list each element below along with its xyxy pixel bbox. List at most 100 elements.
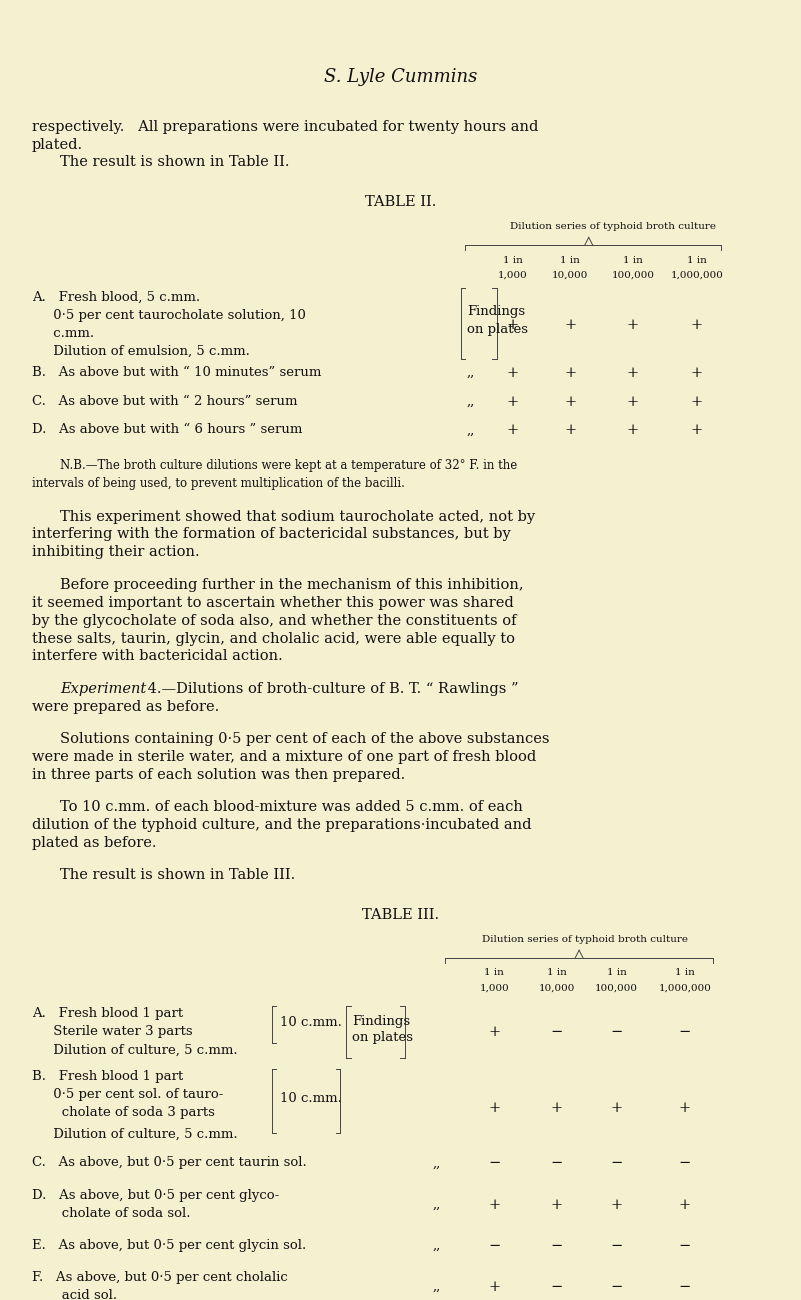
Text: −: − (610, 1157, 623, 1170)
Text: inhibiting their action.: inhibiting their action. (32, 546, 199, 559)
Text: +: + (550, 1101, 563, 1114)
Text: +: + (564, 395, 577, 408)
Text: The result is shown in Table II.: The result is shown in Table II. (60, 156, 290, 169)
Text: cholate of soda 3 parts: cholate of soda 3 parts (32, 1106, 215, 1119)
Text: by the glycocholate of soda also, and whether the constituents of: by the glycocholate of soda also, and wh… (32, 614, 517, 628)
Text: +: + (626, 317, 639, 332)
Text: on plates: on plates (352, 1031, 413, 1044)
Text: +: + (610, 1197, 623, 1212)
Text: Dilution series of typhoid broth culture: Dilution series of typhoid broth culture (509, 222, 716, 231)
Text: 0·5 per cent sol. of tauro-: 0·5 per cent sol. of tauro- (32, 1088, 223, 1101)
Text: C.   As above but with “ 2 hours” serum: C. As above but with “ 2 hours” serum (32, 395, 297, 408)
Text: ,,: ,, (433, 1157, 441, 1170)
Text: it seemed important to ascertain whether this power was shared: it seemed important to ascertain whether… (32, 595, 513, 610)
Text: −: − (550, 1157, 563, 1170)
Text: The result is shown in Table III.: The result is shown in Table III. (60, 868, 296, 883)
Text: intervals of being used, to prevent multiplication of the bacilli.: intervals of being used, to prevent mult… (32, 477, 405, 490)
Text: −: − (488, 1239, 501, 1253)
Text: 10 c.mm.: 10 c.mm. (280, 1092, 342, 1105)
Text: 1,000,000: 1,000,000 (670, 270, 723, 280)
Text: 1,000,000: 1,000,000 (658, 984, 711, 993)
Text: on plates: on plates (467, 322, 528, 335)
Text: −: − (610, 1280, 623, 1294)
Text: plated as before.: plated as before. (32, 836, 156, 850)
Text: 1 in: 1 in (623, 256, 642, 265)
Text: +: + (690, 367, 703, 380)
Text: Dilution of culture, 5 c.mm.: Dilution of culture, 5 c.mm. (32, 1044, 238, 1057)
Text: +: + (488, 1197, 501, 1212)
Text: plated.: plated. (32, 138, 83, 152)
Text: Dilution of culture, 5 c.mm.: Dilution of culture, 5 c.mm. (32, 1127, 238, 1140)
Text: −: − (610, 1026, 623, 1040)
Text: E.   As above, but 0·5 per cent glycin sol.: E. As above, but 0·5 per cent glycin sol… (32, 1239, 306, 1252)
Text: were made in sterile water, and a mixture of one part of fresh blood: were made in sterile water, and a mixtur… (32, 750, 537, 764)
Text: −: − (610, 1239, 623, 1253)
Text: +: + (488, 1101, 501, 1114)
Text: +: + (564, 367, 577, 380)
Text: +: + (506, 317, 519, 332)
Text: −: − (550, 1026, 563, 1040)
Text: these salts, taurin, glycin, and cholalic acid, were able equally to: these salts, taurin, glycin, and cholali… (32, 632, 515, 646)
Text: −: − (678, 1280, 691, 1294)
Text: +: + (690, 395, 703, 408)
Text: +: + (564, 424, 577, 437)
Text: 1 in: 1 in (485, 968, 504, 978)
Text: Dilution of emulsion, 5 c.mm.: Dilution of emulsion, 5 c.mm. (32, 344, 250, 358)
Text: B.   Fresh blood 1 part: B. Fresh blood 1 part (32, 1070, 183, 1083)
Text: +: + (488, 1280, 501, 1294)
Text: S. Lyle Cummins: S. Lyle Cummins (324, 68, 477, 86)
Text: Sterile water 3 parts: Sterile water 3 parts (32, 1026, 193, 1039)
Text: 1,000: 1,000 (497, 270, 528, 280)
Text: ,,: ,, (467, 424, 475, 437)
Text: dilution of the typhoid culture, and the preparations·incubated and: dilution of the typhoid culture, and the… (32, 818, 532, 832)
Text: Before proceeding further in the mechanism of this inhibition,: Before proceeding further in the mechani… (60, 577, 524, 592)
Text: interfere with bactericidal action.: interfere with bactericidal action. (32, 650, 283, 663)
Text: D.   As above but with “ 6 hours ” serum: D. As above but with “ 6 hours ” serum (32, 424, 303, 437)
Text: acid sol.: acid sol. (32, 1290, 117, 1300)
Text: A.   Fresh blood, 5 c.mm.: A. Fresh blood, 5 c.mm. (32, 291, 200, 304)
Text: 100,000: 100,000 (595, 984, 638, 993)
Text: 1,000: 1,000 (479, 984, 509, 993)
Text: N.B.—The broth culture dilutions were kept at a temperature of 32° F. in the: N.B.—The broth culture dilutions were ke… (60, 459, 517, 472)
Text: 1 in: 1 in (675, 968, 694, 978)
Text: +: + (626, 367, 639, 380)
Text: −: − (678, 1026, 691, 1040)
Text: −: − (550, 1239, 563, 1253)
Text: +: + (564, 317, 577, 332)
Text: +: + (690, 317, 703, 332)
Text: Dilution series of typhoid broth culture: Dilution series of typhoid broth culture (481, 935, 688, 944)
Text: were prepared as before.: were prepared as before. (32, 699, 219, 714)
Text: 10,000: 10,000 (552, 270, 589, 280)
Text: To 10 c.mm. of each blood-mixture was added 5 c.mm. of each: To 10 c.mm. of each blood-mixture was ad… (60, 801, 523, 814)
Text: ,,: ,, (433, 1197, 441, 1210)
Text: +: + (506, 395, 519, 408)
Text: respectively.   All preparations were incubated for twenty hours and: respectively. All preparations were incu… (32, 120, 538, 134)
Text: cholate of soda sol.: cholate of soda sol. (32, 1206, 191, 1219)
Text: A.   Fresh blood 1 part: A. Fresh blood 1 part (32, 1008, 183, 1020)
Text: 1 in: 1 in (503, 256, 522, 265)
Text: TABLE III.: TABLE III. (362, 907, 439, 922)
Text: +: + (678, 1197, 691, 1212)
Text: ,,: ,, (467, 395, 475, 408)
Text: This experiment showed that sodium taurocholate acted, not by: This experiment showed that sodium tauro… (60, 510, 535, 524)
Text: −: − (488, 1157, 501, 1170)
Text: 0·5 per cent taurocholate solution, 10: 0·5 per cent taurocholate solution, 10 (32, 308, 306, 321)
Text: B.   As above but with “ 10 minutes” serum: B. As above but with “ 10 minutes” serum (32, 367, 321, 380)
Text: −: − (678, 1157, 691, 1170)
Text: −: − (678, 1239, 691, 1253)
Text: +: + (506, 367, 519, 380)
Text: 1 in: 1 in (561, 256, 580, 265)
Text: 4.—Dilutions of broth-culture of B. T. “ Rawlings ”: 4.—Dilutions of broth-culture of B. T. “… (143, 681, 518, 696)
Text: +: + (690, 424, 703, 437)
Text: Findings: Findings (467, 306, 525, 318)
Text: interfering with the formation of bactericidal substances, but by: interfering with the formation of bacter… (32, 528, 511, 542)
Text: 10 c.mm.: 10 c.mm. (280, 1017, 342, 1030)
Text: +: + (626, 395, 639, 408)
Text: Findings: Findings (352, 1014, 411, 1027)
Text: 1 in: 1 in (687, 256, 706, 265)
Text: 10,000: 10,000 (538, 984, 575, 993)
Text: ,,: ,, (467, 367, 475, 380)
Text: in three parts of each solution was then prepared.: in three parts of each solution was then… (32, 768, 405, 781)
Text: +: + (488, 1026, 501, 1040)
Text: +: + (626, 424, 639, 437)
